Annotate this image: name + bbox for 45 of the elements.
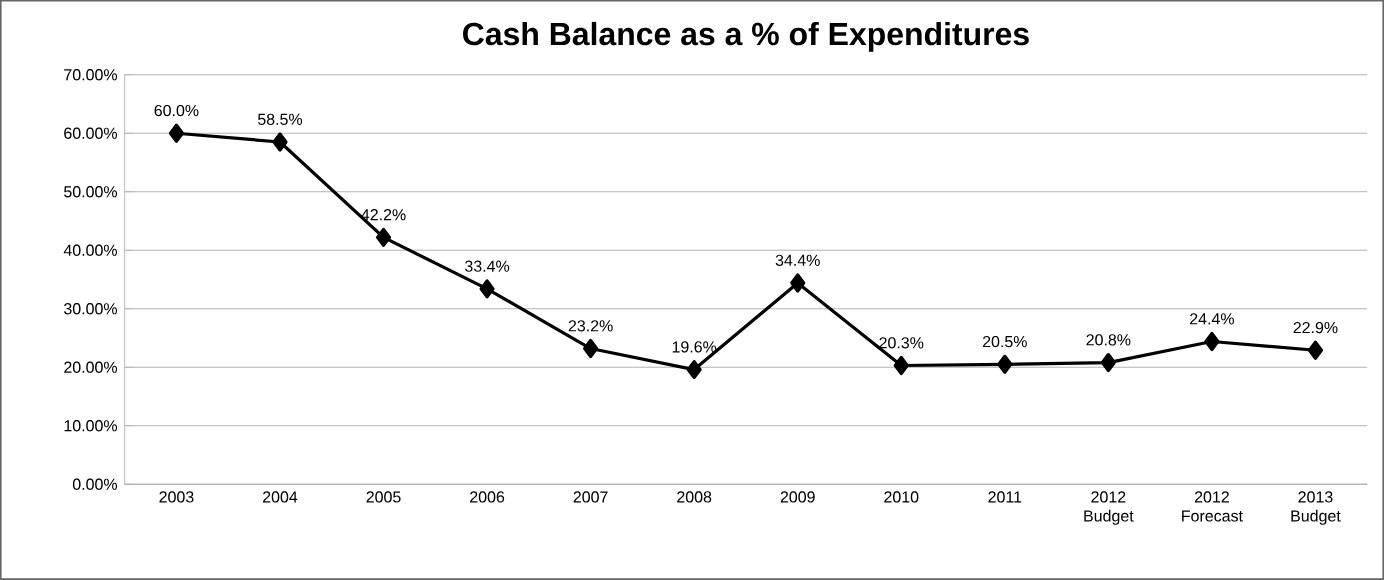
- data-label: 20.8%: [1086, 334, 1131, 346]
- data-label: 22.9%: [1293, 321, 1338, 334]
- y-tick-label: 0.00%: [72, 478, 118, 490]
- data-label: 34.4%: [775, 254, 820, 266]
- data-label: 60.0%: [154, 104, 199, 117]
- y-tick-label: 50.00%: [64, 186, 118, 198]
- data-label: 19.6%: [672, 341, 717, 353]
- point: [997, 354, 1013, 374]
- point: [790, 273, 806, 293]
- y-tick-label: 10.00%: [64, 420, 118, 432]
- point: [272, 132, 288, 152]
- point: [893, 355, 909, 376]
- x-tick-label: 2013 Budget: [1291, 491, 1341, 525]
- x-tick-label: 2012 Forecast: [1182, 491, 1243, 522]
- y-tick-label: 20.00%: [64, 361, 118, 373]
- data-label: 24.4%: [1190, 313, 1234, 325]
- x-tick-label: 2007: [573, 491, 608, 503]
- point: [375, 227, 392, 247]
- x-tick-label: 2005: [366, 491, 401, 503]
- point: [1204, 331, 1220, 352]
- y-tick-label: 70.00%: [64, 69, 118, 81]
- data-label: 42.2%: [361, 209, 406, 221]
- y-tick-label: 40.00%: [63, 244, 118, 256]
- y-tick-label: 60.00%: [64, 127, 118, 139]
- x-tick-label: 2011: [988, 491, 1022, 503]
- point: [1307, 340, 1324, 360]
- chart-title: Cash Balance as a % of Expenditures: [463, 21, 1029, 52]
- data-label: 33.4%: [465, 260, 510, 272]
- x-tick-label: 2010: [884, 491, 919, 503]
- point: [479, 279, 495, 299]
- data-label: 58.5%: [257, 113, 303, 125]
- x-tick-label: 2003: [159, 491, 194, 503]
- x-tick-label: 2009: [780, 491, 815, 503]
- x-tick-label: 2008: [677, 491, 712, 503]
- x-tick-label: 2012 Budget: [1084, 491, 1134, 525]
- data-label: 20.5%: [982, 335, 1027, 348]
- point: [168, 123, 185, 143]
- data-label: 20.3%: [879, 337, 924, 349]
- x-tick-label: 2004: [263, 491, 298, 503]
- point: [1100, 353, 1116, 373]
- data-label: 23.2%: [568, 320, 613, 332]
- x-tick-label: 2006: [470, 491, 505, 503]
- point: [686, 360, 702, 380]
- y-tick-label: 30.00%: [63, 303, 118, 315]
- point: [583, 338, 599, 359]
